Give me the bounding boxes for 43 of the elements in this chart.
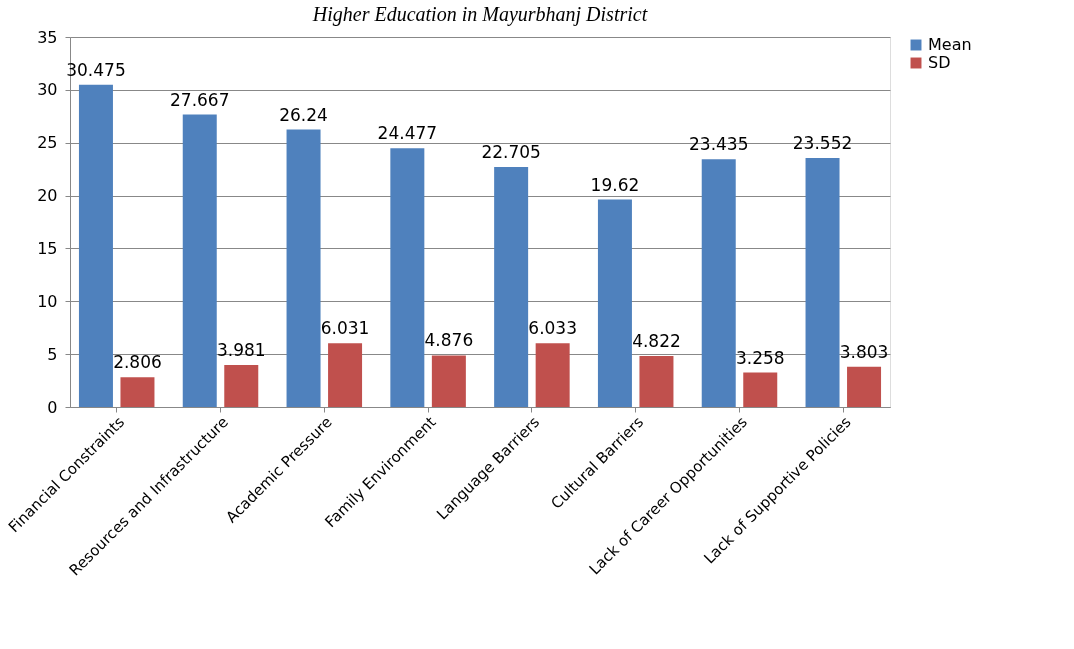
bar — [78, 84, 113, 407]
bar — [390, 148, 425, 407]
y-tick-label: 25 — [37, 133, 58, 153]
data-label: 3.981 — [216, 339, 266, 360]
data-label: 26.24 — [279, 104, 328, 125]
y-tick-label: 15 — [37, 238, 58, 258]
chart-title: Higher Education in Mayurbhanj District — [311, 3, 648, 26]
bar — [805, 158, 840, 407]
bar — [743, 372, 778, 407]
bar — [535, 343, 570, 407]
data-label: 4.876 — [424, 330, 474, 351]
data-label: 2.806 — [113, 352, 162, 373]
data-label: 19.62 — [590, 174, 640, 195]
data-label: 23.435 — [688, 134, 749, 155]
legend-label: SD — [928, 53, 951, 72]
bar — [286, 129, 321, 407]
data-label: 4.822 — [632, 331, 681, 352]
bar — [431, 355, 466, 407]
y-tick-label: 30 — [37, 80, 58, 100]
bar — [639, 356, 674, 407]
bar — [120, 377, 155, 407]
data-label: 27.667 — [170, 89, 230, 110]
y-tick-label: 20 — [37, 186, 58, 206]
data-label: 3.803 — [839, 341, 889, 362]
y-tick-label: 35 — [37, 27, 58, 47]
y-tick-label: 0 — [47, 397, 58, 417]
data-label: 24.477 — [377, 123, 438, 144]
y-tick-label: 10 — [37, 291, 58, 311]
data-label: 6.033 — [528, 318, 577, 339]
data-label: 22.705 — [481, 141, 541, 162]
data-label: 6.031 — [320, 318, 370, 339]
data-label: 30.475 — [66, 59, 126, 80]
bar — [328, 343, 363, 407]
bar — [494, 166, 529, 407]
bar — [182, 114, 217, 407]
y-tick-label: 5 — [47, 344, 58, 364]
legend-label: Mean — [928, 35, 972, 54]
data-label: 23.552 — [792, 133, 853, 154]
bar — [847, 366, 882, 407]
bar — [597, 199, 632, 407]
bar — [701, 159, 736, 407]
data-label: 3.258 — [735, 347, 785, 368]
bar — [224, 364, 259, 407]
